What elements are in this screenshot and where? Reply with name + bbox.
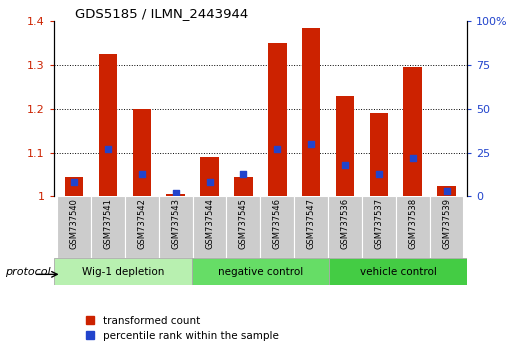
Bar bbox=[294, 196, 328, 258]
Text: GSM737544: GSM737544 bbox=[205, 198, 214, 249]
Text: GSM737539: GSM737539 bbox=[442, 198, 451, 249]
Bar bbox=[57, 196, 91, 258]
Bar bbox=[302, 28, 321, 196]
Bar bbox=[437, 185, 456, 196]
Bar bbox=[159, 196, 193, 258]
Text: GSM737542: GSM737542 bbox=[137, 198, 146, 249]
Bar bbox=[328, 196, 362, 258]
Bar bbox=[193, 196, 227, 258]
Text: GDS5185 / ILMN_2443944: GDS5185 / ILMN_2443944 bbox=[74, 7, 248, 20]
Text: GSM737546: GSM737546 bbox=[273, 198, 282, 249]
Text: negative control: negative control bbox=[218, 267, 303, 277]
Bar bbox=[396, 196, 429, 258]
Bar bbox=[54, 258, 191, 285]
Text: GSM737547: GSM737547 bbox=[307, 198, 315, 249]
Bar bbox=[336, 96, 354, 196]
Bar bbox=[329, 258, 467, 285]
Point bbox=[138, 171, 146, 177]
Bar bbox=[132, 109, 151, 196]
Bar bbox=[429, 196, 463, 258]
Text: GSM737545: GSM737545 bbox=[239, 198, 248, 249]
Text: GSM737537: GSM737537 bbox=[374, 198, 383, 250]
Bar bbox=[268, 43, 287, 196]
Bar bbox=[234, 177, 253, 196]
Text: vehicle control: vehicle control bbox=[360, 267, 437, 277]
Point bbox=[104, 146, 112, 152]
Point bbox=[206, 179, 214, 185]
Point bbox=[273, 146, 281, 152]
Point bbox=[442, 188, 450, 194]
Bar bbox=[369, 113, 388, 196]
Bar bbox=[191, 258, 329, 285]
Bar bbox=[227, 196, 260, 258]
Text: GSM737540: GSM737540 bbox=[70, 198, 78, 249]
Bar bbox=[200, 157, 219, 196]
Bar bbox=[362, 196, 396, 258]
Bar bbox=[403, 67, 422, 196]
Bar bbox=[91, 196, 125, 258]
Text: Wig-1 depletion: Wig-1 depletion bbox=[82, 267, 164, 277]
Point bbox=[374, 171, 383, 177]
Point bbox=[240, 171, 248, 177]
Point bbox=[408, 155, 417, 161]
Text: GSM737536: GSM737536 bbox=[341, 198, 349, 250]
Bar bbox=[65, 177, 84, 196]
Text: GSM737541: GSM737541 bbox=[104, 198, 112, 249]
Text: protocol: protocol bbox=[5, 267, 51, 277]
Bar bbox=[98, 54, 117, 196]
Point bbox=[341, 162, 349, 168]
Text: GSM737543: GSM737543 bbox=[171, 198, 180, 249]
Bar bbox=[166, 194, 185, 196]
Legend: transformed count, percentile rank within the sample: transformed count, percentile rank withi… bbox=[82, 312, 283, 345]
Point bbox=[307, 141, 315, 147]
Point bbox=[70, 179, 78, 185]
Text: GSM737538: GSM737538 bbox=[408, 198, 417, 250]
Point bbox=[172, 190, 180, 196]
Bar bbox=[125, 196, 159, 258]
Bar bbox=[261, 196, 294, 258]
